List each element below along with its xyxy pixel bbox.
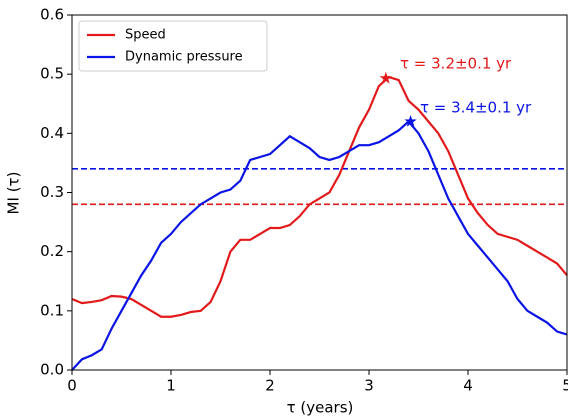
annotation: τ = 3.2±0.1 yr [400,55,512,73]
y-axis-label: MI (τ) [5,172,23,215]
data-line [71,75,568,318]
x-tick-label: 3 [364,377,374,395]
x-axis-label: τ (years) [287,399,354,417]
y-tick-label: 0.5 [40,65,64,83]
annotation: τ = 3.4±0.1 yr [420,99,532,117]
legend-label: Speed [125,28,166,43]
peak-marker [379,71,393,84]
y-tick-label: 0.2 [40,242,64,260]
peak-marker [404,115,417,127]
y-tick-label: 0.3 [40,183,64,201]
x-tick-label: 2 [265,377,275,395]
y-tick-label: 0.4 [40,124,64,142]
data-line [71,119,568,371]
y-tick-label: 0.6 [40,6,64,24]
y-tick-label: 0.0 [40,361,64,379]
x-tick-label: 4 [463,377,473,395]
legend-label: Dynamic pressure [125,50,243,65]
x-tick-label: 0 [67,377,77,395]
x-tick-label: 1 [166,377,176,395]
y-tick-label: 0.1 [40,301,64,319]
plot-frame [71,14,568,371]
x-tick-label: 5 [562,377,568,395]
legend-box [78,20,268,72]
